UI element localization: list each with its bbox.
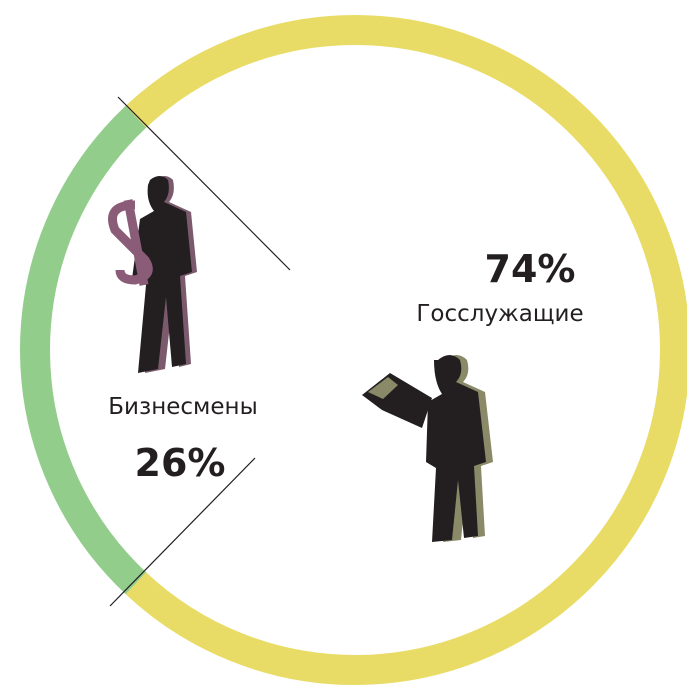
ring bbox=[35, 30, 675, 670]
official-icon bbox=[362, 355, 493, 542]
businessman-icon bbox=[113, 176, 198, 373]
ring-segment bbox=[35, 117, 136, 584]
category-label: Бизнесмены bbox=[108, 394, 258, 420]
chart: 74% Госслужащие Бизнесмены 26% bbox=[0, 0, 687, 691]
category-label: Госслужащие bbox=[416, 301, 583, 327]
value-label: 26% bbox=[135, 441, 226, 485]
value-label: 74% bbox=[485, 247, 576, 291]
ring-segment bbox=[136, 30, 675, 670]
